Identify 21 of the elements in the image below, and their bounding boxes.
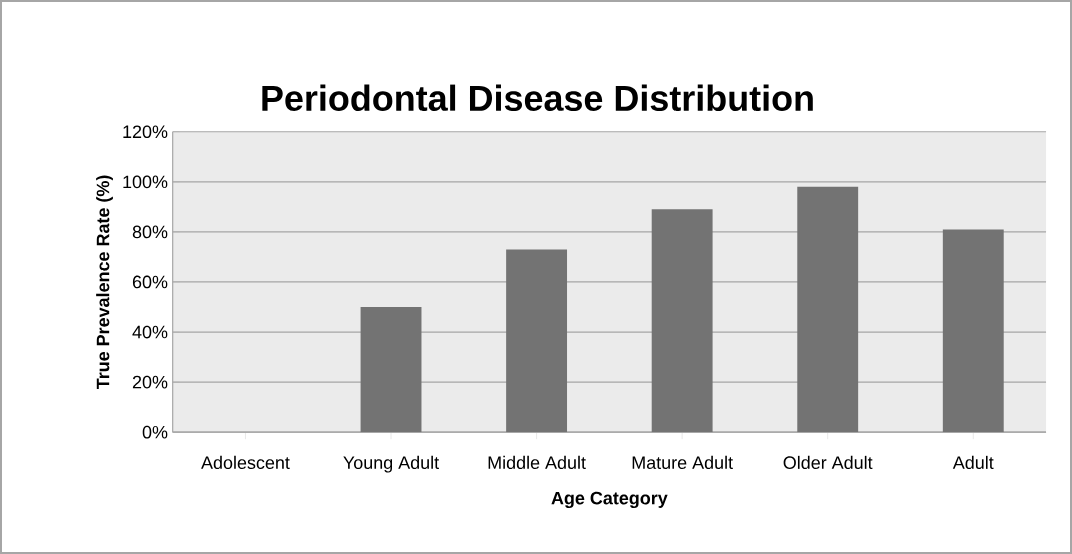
x-axis-title: Age Category [551,491,668,509]
x-tick-label: Middle Adult [488,455,586,470]
bar [651,209,713,433]
x-tick-label: Young Adult [343,455,439,473]
x-tick-label: Adolescent [201,455,290,470]
y-tick-label: 100% [123,175,168,189]
y-axis-title: True Prevalence Rate (%) [96,175,113,390]
y-tick-label: 0% [142,425,168,439]
bar [797,186,859,433]
y-tick-label: 80% [132,225,168,239]
bar [942,229,1004,433]
x-tick-label: Older Adult [783,455,873,470]
bar [360,307,422,433]
x-tick-label: Adult [952,455,994,470]
bar [506,249,568,433]
x-tick-label: Mature Adult [632,455,733,470]
y-tick-label: 20% [132,375,168,389]
y-tick-label: 40% [132,325,168,339]
chart-title: Periodontal Disease Distribution [262,84,813,112]
y-tick-label: 60% [132,275,168,289]
y-tick-label: 120% [123,125,168,139]
